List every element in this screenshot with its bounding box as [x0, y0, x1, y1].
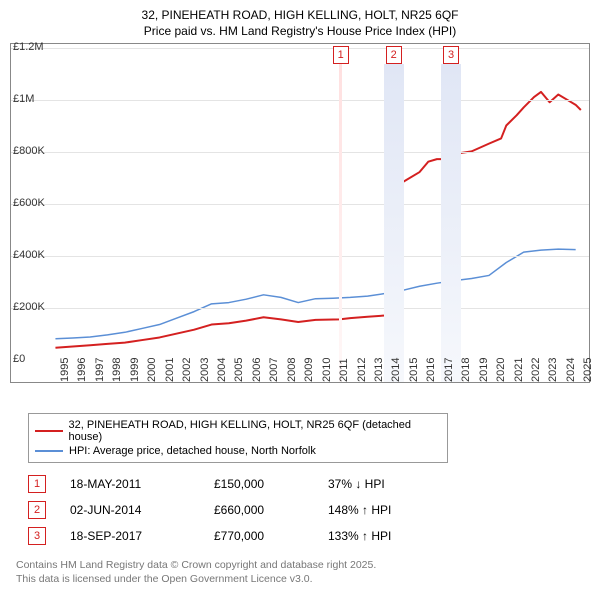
x-tick-label: 2022	[530, 358, 542, 382]
x-tick-label: 2004	[216, 358, 228, 382]
sale-pct: 37% ↓ HPI	[328, 477, 438, 491]
y-tick-label: £400K	[13, 249, 45, 261]
x-tick-label: 2024	[565, 358, 577, 382]
sale-marker-line	[441, 64, 461, 382]
sale-table: 1 18-MAY-2011 £150,000 37% ↓ HPI 2 02-JUN-201…	[28, 471, 592, 549]
attribution-line2: This data is licensed under the Open Gov…	[16, 573, 592, 587]
legend-label: 32, PINEHEATH ROAD, HIGH KELLING, HOLT, …	[69, 419, 442, 443]
sale-date: 18-MAY-2011	[70, 477, 190, 491]
legend-swatch	[35, 430, 63, 432]
x-tick-label: 2020	[495, 358, 507, 382]
x-tick-label: 2008	[286, 358, 298, 382]
chart-area: £0 £200K £400K £600K £800K £1M £1.2M 1 2 3 1995 199…	[10, 43, 590, 383]
y-tick-label: £1.2M	[13, 41, 44, 53]
sale-row: 2 02-JUN-2014 £660,000 148% ↑ HPI	[28, 497, 592, 523]
x-tick-label: 2018	[460, 358, 472, 382]
series-price_paid	[55, 92, 580, 348]
title-line2: Price paid vs. HM Land Registry's House …	[8, 24, 592, 40]
sale-price: £660,000	[214, 503, 304, 517]
legend-row: 32, PINEHEATH ROAD, HIGH KELLING, HOLT, …	[35, 418, 441, 444]
x-tick-label: 2019	[478, 358, 490, 382]
y-tick-label: £1M	[13, 93, 34, 105]
x-tick-label: 2016	[425, 358, 437, 382]
grid-line	[11, 204, 589, 205]
sale-number-box: 1	[28, 475, 46, 493]
attribution: Contains HM Land Registry data © Crown c…	[16, 559, 592, 586]
grid-line	[11, 48, 589, 49]
series-hpi	[55, 249, 575, 339]
grid-line	[11, 100, 589, 101]
sale-marker-line	[384, 64, 404, 382]
y-tick-label: £600K	[13, 197, 45, 209]
x-tick-label: 1996	[76, 358, 88, 382]
sale-row: 1 18-MAY-2011 £150,000 37% ↓ HPI	[28, 471, 592, 497]
legend: 32, PINEHEATH ROAD, HIGH KELLING, HOLT, …	[28, 413, 448, 463]
chart-title: 32, PINEHEATH ROAD, HIGH KELLING, HOLT, …	[8, 8, 592, 39]
grid-line	[11, 152, 589, 153]
sale-pct: 133% ↑ HPI	[328, 529, 438, 543]
x-tick-label: 2021	[513, 358, 525, 382]
x-tick-label: 2025	[582, 358, 594, 382]
x-tick-label: 2002	[181, 358, 193, 382]
grid-line	[11, 308, 589, 309]
x-tick-label: 2005	[233, 358, 245, 382]
grid-line	[11, 256, 589, 257]
sale-number-box: 2	[28, 501, 46, 519]
x-tick-label: 2012	[356, 358, 368, 382]
x-tick-label: 2017	[443, 358, 455, 382]
legend-label: HPI: Average price, detached house, Nort…	[69, 445, 316, 457]
x-tick-label: 2007	[268, 358, 280, 382]
x-tick-label: 1997	[94, 358, 106, 382]
x-tick-label: 2009	[303, 358, 315, 382]
legend-row: HPI: Average price, detached house, Nort…	[35, 444, 441, 458]
sale-pct: 148% ↑ HPI	[328, 503, 438, 517]
x-tick-label: 2006	[251, 358, 263, 382]
x-tick-label: 2011	[338, 359, 350, 383]
sale-row: 3 18-SEP-2017 £770,000 133% ↑ HPI	[28, 523, 592, 549]
sale-marker-box: 1	[333, 46, 349, 64]
x-tick-label: 2010	[321, 358, 333, 382]
y-tick-label: £200K	[13, 301, 45, 313]
title-line1: 32, PINEHEATH ROAD, HIGH KELLING, HOLT, …	[8, 8, 592, 24]
sale-marker-box: 3	[443, 46, 459, 64]
legend-swatch	[35, 450, 63, 452]
x-tick-label: 1998	[111, 358, 123, 382]
x-tick-label: 2023	[547, 358, 559, 382]
sale-marker-box: 2	[386, 46, 402, 64]
sale-price: £770,000	[214, 529, 304, 543]
x-tick-label: 2000	[146, 358, 158, 382]
sale-number-box: 3	[28, 527, 46, 545]
sale-date: 18-SEP-2017	[70, 529, 190, 543]
attribution-line1: Contains HM Land Registry data © Crown c…	[16, 559, 592, 573]
x-tick-label: 2015	[408, 358, 420, 382]
x-tick-label: 1999	[129, 358, 141, 382]
y-tick-label: £800K	[13, 145, 45, 157]
x-tick-label: 2014	[390, 358, 402, 382]
x-tick-label: 2013	[373, 358, 385, 382]
sale-date: 02-JUN-2014	[70, 503, 190, 517]
sale-marker-line	[339, 64, 342, 382]
y-tick-label: £0	[13, 353, 25, 365]
sale-price: £150,000	[214, 477, 304, 491]
chart-plot-svg	[11, 44, 589, 382]
x-tick-label: 2003	[199, 358, 211, 382]
x-tick-label: 1995	[59, 358, 71, 382]
x-tick-label: 2001	[164, 358, 176, 382]
